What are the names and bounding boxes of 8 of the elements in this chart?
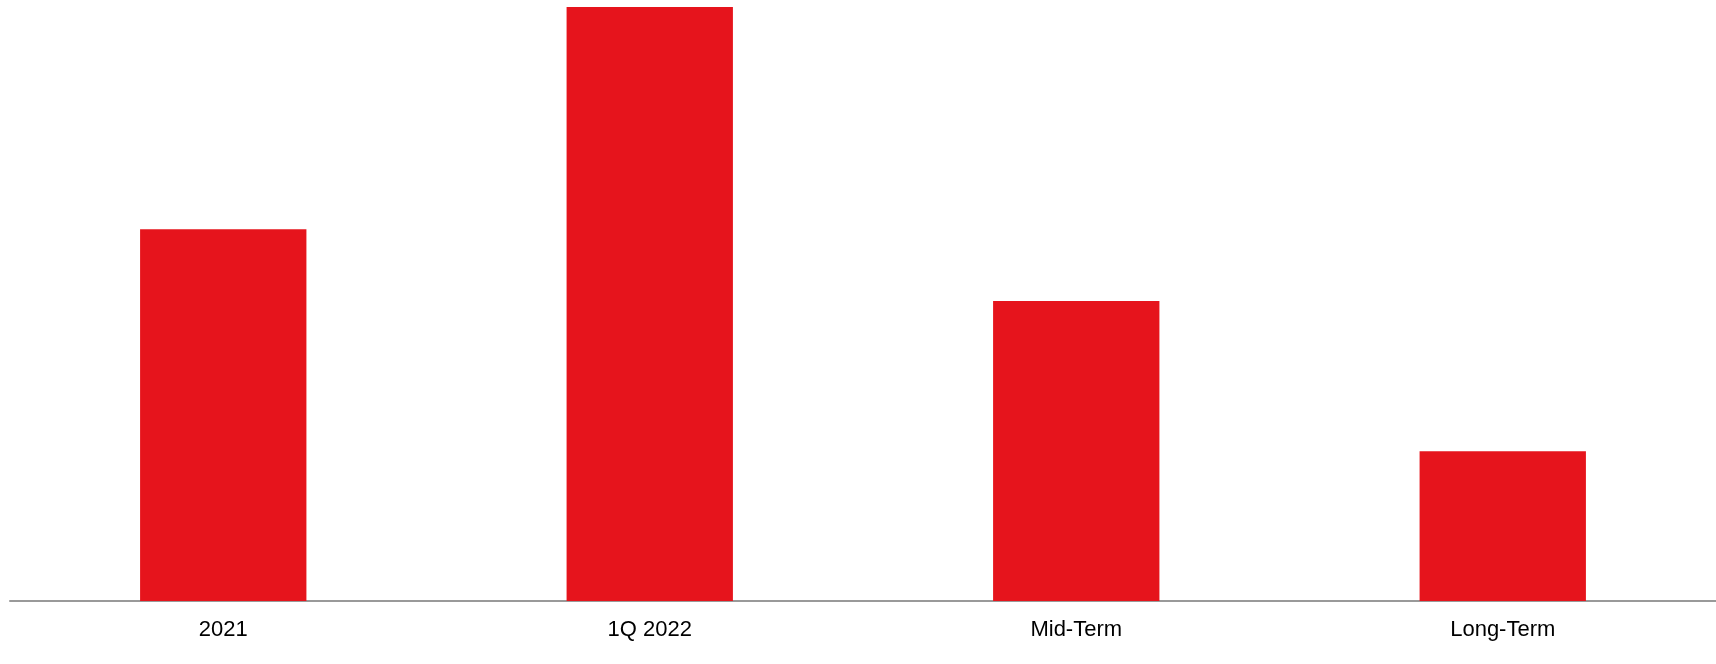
bar [566, 7, 733, 601]
x-tick-label: 1Q 2022 [607, 615, 692, 641]
bar [993, 301, 1160, 601]
x-tick-label: Mid-Term [1030, 615, 1123, 641]
bar [1419, 451, 1586, 601]
bar [140, 229, 307, 601]
x-tick-label: Long-Term [1450, 615, 1556, 641]
x-tick-label: 2021 [198, 615, 248, 641]
